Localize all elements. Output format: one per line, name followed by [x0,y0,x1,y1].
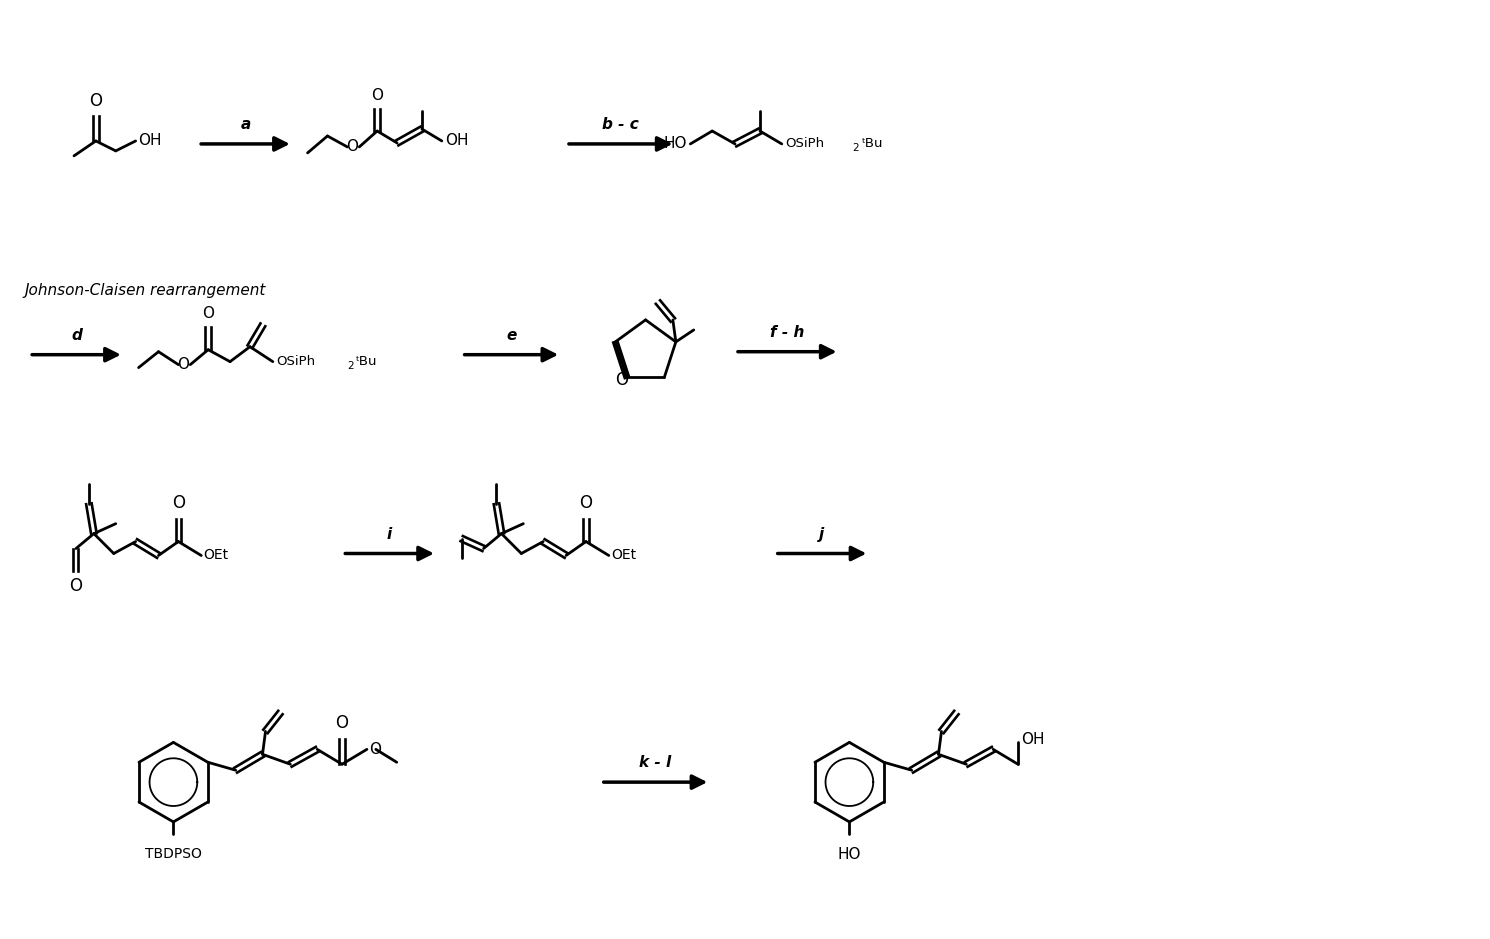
Text: OEt: OEt [611,548,636,562]
Text: j: j [820,527,824,542]
Text: OH: OH [1021,731,1044,747]
Text: HO: HO [665,136,687,151]
Text: OH: OH [446,133,468,148]
Text: OSiPh: OSiPh [785,137,824,150]
Text: e: e [507,328,517,343]
Text: ᵗBu: ᵗBu [355,355,377,368]
Text: i: i [387,527,392,542]
Text: k - l: k - l [639,755,672,770]
Text: O: O [89,92,103,110]
Text: O: O [335,715,349,732]
Text: O: O [203,306,215,321]
Text: O: O [370,742,381,757]
Text: O: O [70,577,82,595]
Text: b - c: b - c [602,117,639,132]
Text: OEt: OEt [203,548,228,562]
Text: HO: HO [837,847,861,862]
Text: OH: OH [139,133,162,148]
Text: ᵗBu: ᵗBu [861,137,882,150]
Text: O: O [615,372,629,390]
Text: TBDPSO: TBDPSO [145,847,201,861]
Text: f - h: f - h [770,325,805,340]
Text: a: a [240,117,250,132]
Text: 2: 2 [852,143,860,153]
Text: OSiPh: OSiPh [276,355,314,368]
Text: O: O [177,357,189,372]
Text: Johnson-Claisen rearrangement: Johnson-Claisen rearrangement [24,283,265,298]
Text: 2: 2 [347,361,355,371]
Text: d: d [72,328,82,343]
Text: O: O [371,88,383,103]
Text: O: O [171,494,185,512]
Text: O: O [346,139,358,154]
Text: O: O [580,494,593,512]
